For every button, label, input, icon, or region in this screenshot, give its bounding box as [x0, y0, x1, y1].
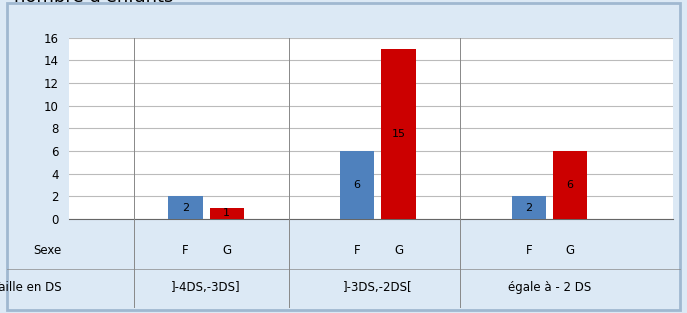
Text: F: F	[182, 244, 189, 257]
Bar	[340, 151, 374, 219]
Text: 6: 6	[354, 180, 361, 190]
Text: égale à - 2 DS: égale à - 2 DS	[508, 281, 592, 295]
Bar	[168, 197, 203, 219]
Text: G: G	[394, 244, 403, 257]
Text: G: G	[222, 244, 232, 257]
Text: 2: 2	[526, 203, 532, 213]
Text: 15: 15	[392, 129, 405, 139]
Text: ]-4DS,-3DS]: ]-4DS,-3DS]	[171, 281, 241, 295]
Text: Sexe: Sexe	[34, 244, 62, 257]
Text: 1: 1	[223, 208, 230, 218]
Bar	[553, 151, 587, 219]
Text: nombre d'enfants: nombre d'enfants	[14, 0, 173, 6]
Text: ]-3DS,-2DS[: ]-3DS,-2DS[	[343, 281, 413, 295]
Bar	[512, 197, 546, 219]
Text: Taille en DS: Taille en DS	[0, 281, 62, 295]
Text: 2: 2	[182, 203, 189, 213]
Text: F: F	[354, 244, 361, 257]
Bar	[381, 49, 416, 219]
Text: F: F	[526, 244, 532, 257]
Text: G: G	[565, 244, 575, 257]
Text: 6: 6	[567, 180, 574, 190]
Bar	[210, 208, 244, 219]
